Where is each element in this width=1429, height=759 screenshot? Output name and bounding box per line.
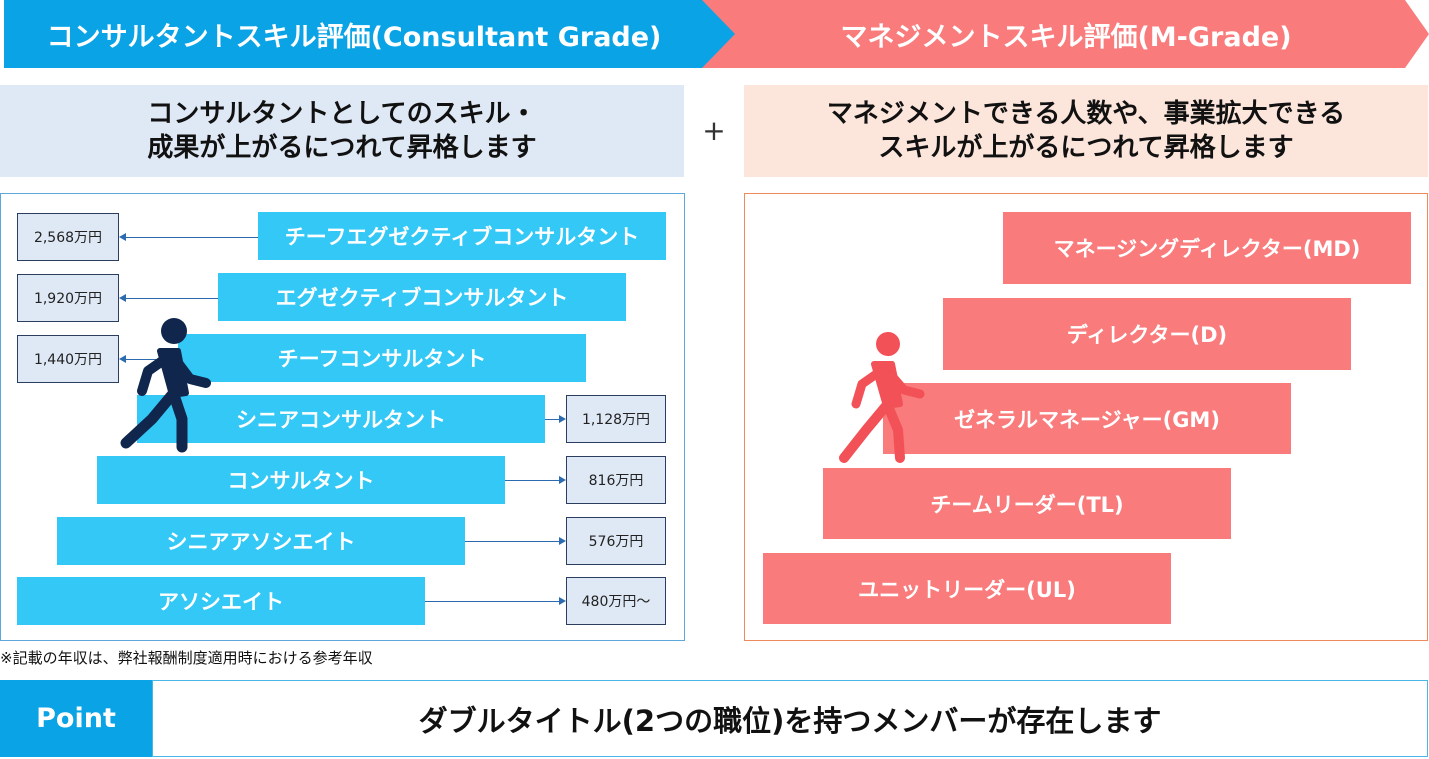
salary-box-6: 576万円 — [566, 517, 666, 565]
walking-person-icon — [120, 318, 211, 453]
salary-box-3: 1,440万円 — [17, 335, 119, 383]
consultant-grade-bar-5: コンサルタント — [97, 456, 505, 504]
salary-arrow-4-head — [559, 415, 566, 423]
plus-sign: + — [702, 113, 726, 147]
consultant-panel — [0, 193, 685, 641]
management-description: マネジメントできる人数や、事業拡大できる スキルが上がるにつれて昇格します — [744, 85, 1428, 177]
header-banners — [4, 0, 1429, 68]
salary-box-4: 1,128万円 — [566, 395, 666, 443]
salary-arrow-2-line — [124, 298, 218, 299]
consultant-grade-bar-1: チーフエグゼクティブコンサルタント — [258, 212, 666, 260]
point-label: Point — [0, 680, 152, 757]
salary-arrow-1-head — [119, 233, 126, 241]
salary-arrow-3-line — [124, 359, 178, 360]
salary-box-1: 2,568万円 — [17, 213, 119, 261]
salary-box-2: 1,920万円 — [17, 274, 119, 322]
salary-arrow-5-head — [559, 476, 566, 484]
management-grade-bar-3: ゼネラルマネージャー(GM) — [883, 383, 1291, 454]
consultant-grade-bar-4: シニアコンサルタント — [137, 395, 545, 443]
salary-arrow-3-head — [119, 355, 126, 363]
consultant-grade-bar-7: アソシエイト — [17, 577, 425, 625]
management-grade-title: マネジメントスキル評価(M-Grade) — [840, 21, 1292, 53]
salary-box-7: 480万円〜 — [566, 577, 666, 625]
salary-arrow-4-line — [545, 419, 560, 420]
point-message: ダブルタイトル(2つの職位)を持つメンバーが存在します — [152, 680, 1428, 757]
management-grade-bar-4: チームリーダー(TL) — [823, 468, 1231, 539]
consultant-grade-bar-3: チーフコンサルタント — [178, 334, 586, 382]
salary-arrow-1-line — [124, 237, 258, 238]
salary-arrow-2-head — [119, 294, 126, 302]
salary-arrow-5-line — [505, 480, 560, 481]
consultant-description: コンサルタントとしてのスキル・ 成果が上がるにつれて昇格します — [0, 85, 684, 177]
walking-person-icon-red — [839, 332, 925, 463]
management-panel — [744, 193, 1428, 641]
salary-footnote: ※記載の年収は、弊社報酬制度適用時における参考年収 — [0, 649, 373, 667]
salary-arrow-6-line — [465, 541, 560, 542]
management-banner-shape — [700, 0, 1429, 68]
consultant-grade-bar-6: シニアアソシエイト — [57, 517, 465, 565]
salary-arrow-7-head — [559, 597, 566, 605]
management-grade-bar-2: ディレクター(D) — [943, 298, 1351, 370]
consultant-grade-bar-2: エグゼクティブコンサルタント — [218, 273, 626, 321]
management-grade-bar-1: マネージングディレクター(MD) — [1003, 212, 1411, 284]
consultant-grade-title: コンサルタントスキル評価(Consultant Grade) — [46, 21, 662, 53]
consultant-banner-shape — [4, 0, 735, 68]
salary-arrow-7-line — [425, 601, 560, 602]
salary-arrow-6-head — [559, 537, 566, 545]
management-grade-bar-5: ユニットリーダー(UL) — [763, 553, 1171, 624]
salary-box-5: 816万円 — [566, 456, 666, 504]
